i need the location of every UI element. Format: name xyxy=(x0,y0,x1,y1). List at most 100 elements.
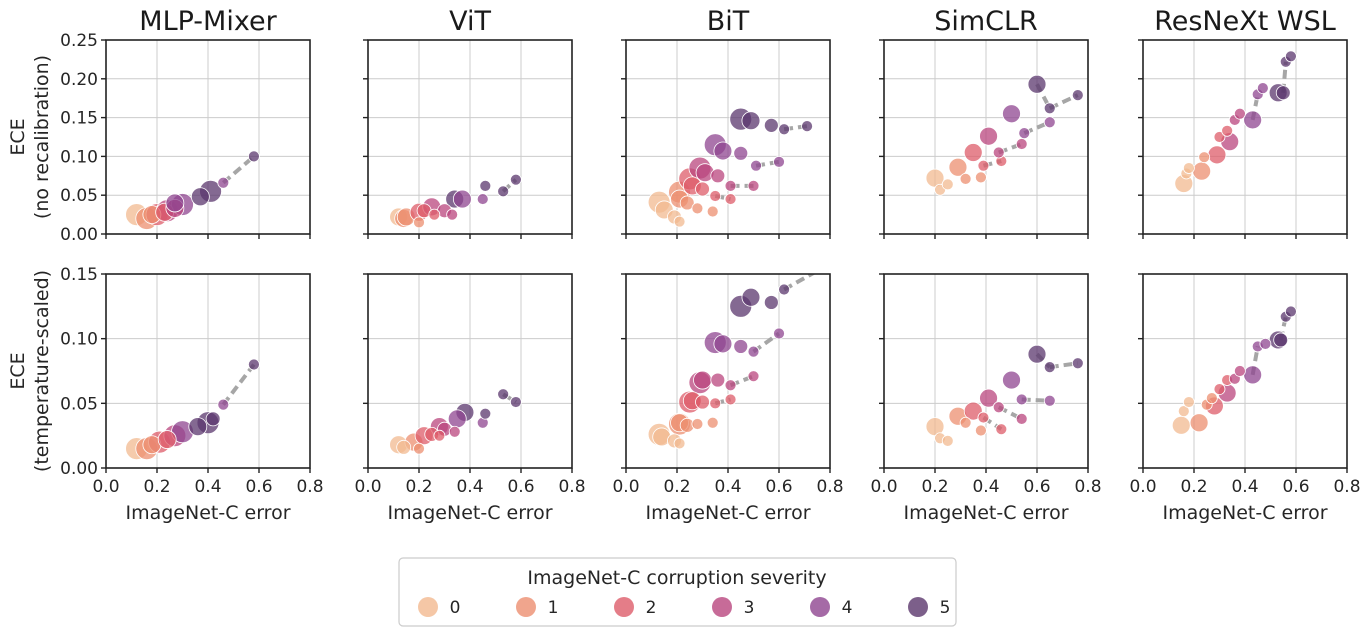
data-point xyxy=(190,187,210,207)
data-point xyxy=(747,179,760,192)
data-point xyxy=(1043,116,1056,129)
y-axis-label-sub: (no recalibration) xyxy=(31,55,53,219)
data-point xyxy=(979,388,998,408)
panel: 0.0 0.2 0.4 0.6 0.8 ImageNet-C error xyxy=(1129,273,1361,524)
panel: 0.00 0.05 0.10 0.15 0.0 0.2 0.4 0.6 0.8 ImageNet-… xyxy=(60,265,323,524)
y-tick-label: 0.10 xyxy=(60,330,98,350)
data-point xyxy=(1071,89,1084,101)
data-point xyxy=(413,442,425,455)
data-point xyxy=(1015,138,1028,150)
data-point xyxy=(1192,161,1212,181)
y-tick-label: 0.00 xyxy=(60,459,98,479)
y-tick-label: 0.25 xyxy=(60,31,98,51)
data-point xyxy=(941,178,954,191)
data-point xyxy=(165,193,185,213)
data-point xyxy=(1256,82,1269,95)
panel: 0.0 0.2 0.4 0.6 0.8 ImageNet-C error xyxy=(354,273,586,524)
data-point xyxy=(1285,305,1297,318)
x-tick-label: 0.6 xyxy=(1282,477,1309,497)
x-tick-label: 0.4 xyxy=(194,477,221,497)
x-axis-label: ImageNet-C error xyxy=(903,502,1068,524)
data-point xyxy=(713,334,733,354)
data-point xyxy=(778,283,790,296)
data-point xyxy=(706,416,719,429)
data-point xyxy=(433,429,446,442)
y-tick-label: 0.15 xyxy=(60,109,98,129)
x-axis-label: ImageNet-C error xyxy=(1162,502,1327,524)
data-point xyxy=(710,372,726,388)
data-point xyxy=(992,146,1005,159)
data-point xyxy=(763,295,779,310)
panel-title: ResNeXt WSL xyxy=(1154,6,1336,37)
data-point xyxy=(413,216,425,229)
data-point xyxy=(992,401,1005,414)
y-tick-label: 0.10 xyxy=(60,147,98,167)
data-point xyxy=(733,145,749,161)
data-point xyxy=(763,117,779,133)
x-tick-label: 0.6 xyxy=(1023,477,1050,497)
x-tick-label: 0.0 xyxy=(92,477,119,497)
data-point xyxy=(941,434,954,447)
data-point xyxy=(1205,392,1218,405)
legend-label: 5 xyxy=(940,598,951,618)
panel-title: SimCLR xyxy=(934,6,1038,37)
panel: 0.0 0.2 0.4 0.6 0.8 ImageNet-C error xyxy=(612,273,844,524)
data-point xyxy=(1015,412,1028,425)
data-point xyxy=(1002,104,1021,124)
legend-marker xyxy=(516,597,536,617)
x-tick-label: 0.2 xyxy=(921,477,948,497)
panel: 0.00 0.05 0.10 0.15 0.20 0.25 xyxy=(60,31,311,245)
plot-area xyxy=(389,173,522,229)
data-point xyxy=(679,195,695,211)
x-tick-label: 0.8 xyxy=(1333,477,1360,497)
data-point xyxy=(709,397,722,410)
legend-title: ImageNet-C corruption severity xyxy=(527,567,826,589)
data-point xyxy=(695,394,710,410)
data-point xyxy=(747,345,760,358)
data-point xyxy=(1002,370,1021,390)
dashed-connector xyxy=(783,274,816,292)
x-tick-label: 0.8 xyxy=(816,477,843,497)
data-point xyxy=(741,287,761,307)
data-point xyxy=(452,189,472,209)
panel xyxy=(1138,39,1348,239)
data-point xyxy=(673,215,686,228)
data-point xyxy=(479,407,492,420)
plot-area xyxy=(647,274,816,450)
panel xyxy=(363,39,573,239)
plot-area xyxy=(389,388,522,455)
plot-area xyxy=(125,358,260,461)
x-tick-label: 0.0 xyxy=(1129,477,1156,497)
data-point xyxy=(691,202,704,215)
data-point xyxy=(448,425,461,438)
data-point xyxy=(1234,107,1246,120)
x-tick-label: 0.2 xyxy=(663,477,690,497)
data-point xyxy=(979,126,998,146)
x-tick-label: 0.2 xyxy=(143,477,170,497)
y-tick-label: 0.20 xyxy=(60,70,98,90)
data-point xyxy=(1071,357,1084,370)
data-point xyxy=(1043,102,1056,115)
y-axis-label: ECE xyxy=(7,118,29,155)
data-point xyxy=(217,398,230,411)
legend-label: 2 xyxy=(646,598,657,618)
data-point xyxy=(778,123,790,136)
data-point xyxy=(673,437,686,450)
plot-area xyxy=(125,150,260,230)
legend-marker xyxy=(712,597,732,617)
data-point xyxy=(205,411,221,427)
plot-area xyxy=(1174,50,1297,193)
data-point xyxy=(247,150,260,163)
y-tick-label: 0.00 xyxy=(60,225,98,245)
data-point xyxy=(1234,365,1246,377)
data-point xyxy=(801,120,813,133)
x-tick-label: 0.2 xyxy=(405,477,432,497)
data-point xyxy=(1273,332,1289,348)
data-point xyxy=(1018,127,1031,140)
data-point xyxy=(948,157,968,177)
panel-title: MLP-Mixer xyxy=(139,6,277,37)
data-point xyxy=(428,208,441,221)
data-point xyxy=(217,176,230,189)
data-point xyxy=(1259,337,1272,350)
